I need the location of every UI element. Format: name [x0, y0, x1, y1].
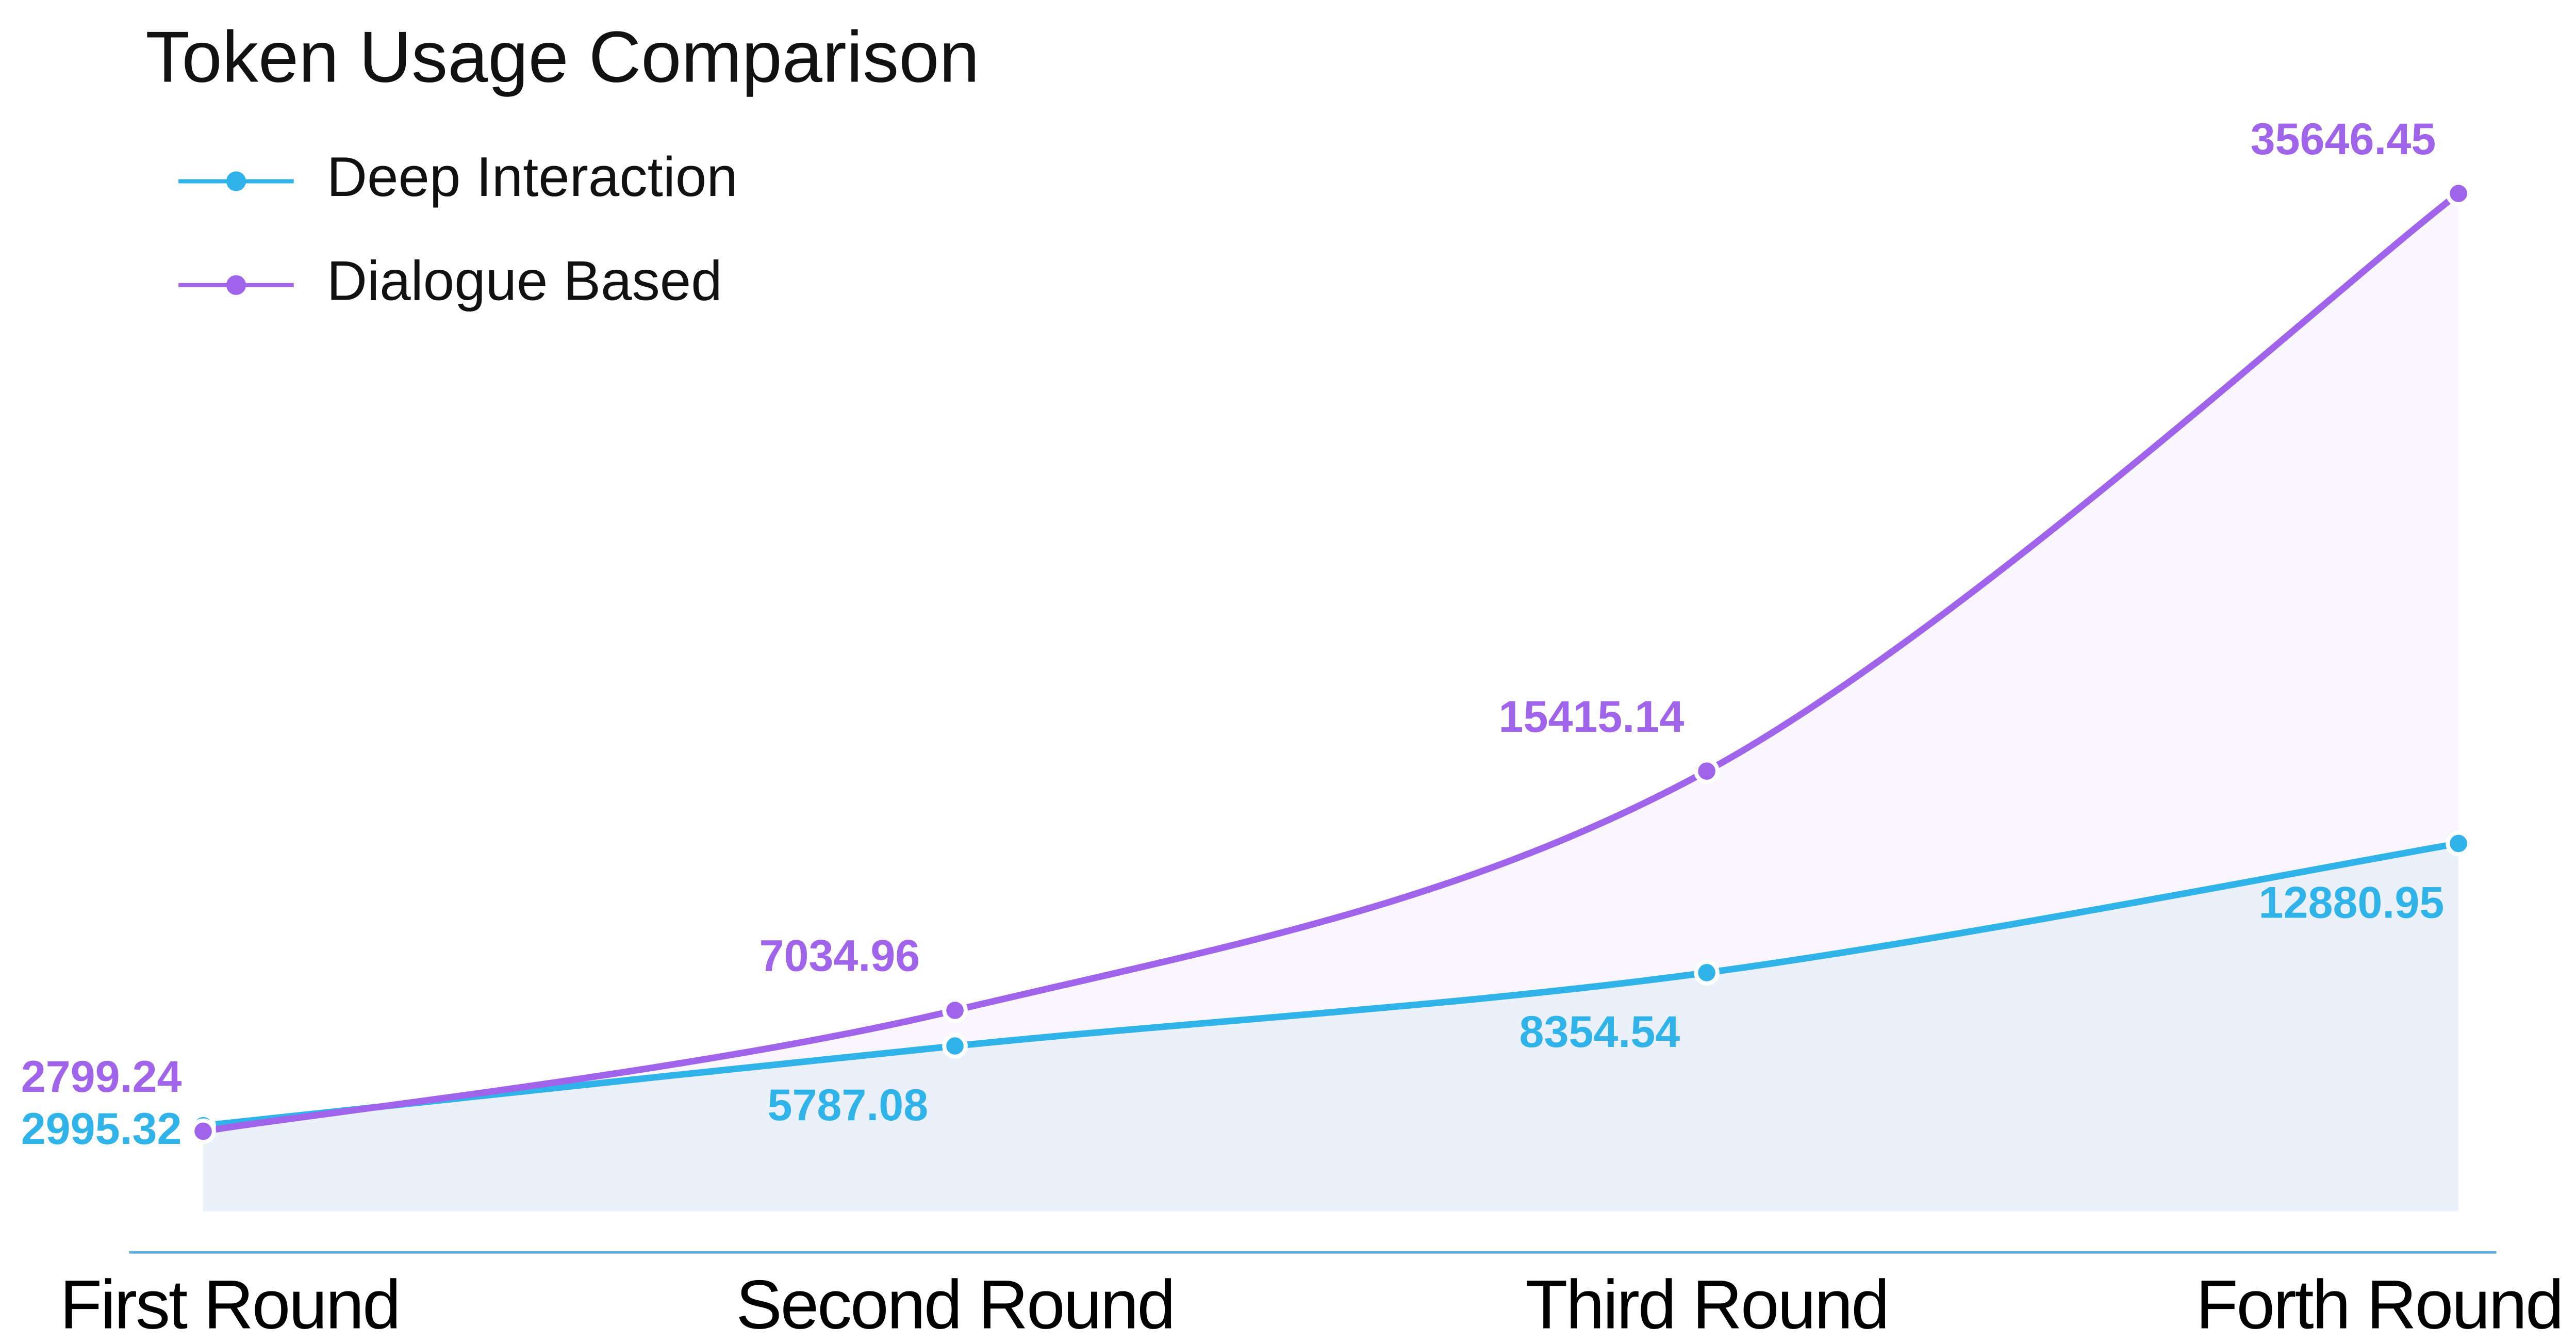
- x-tick-label: First Round: [60, 1267, 399, 1343]
- x-tick-label: Third Round: [1525, 1267, 1888, 1343]
- data-label: 2799.24: [21, 1052, 182, 1102]
- line: [203, 840, 2459, 1129]
- area: [203, 843, 2459, 1211]
- legend-marker: [226, 171, 246, 191]
- data-label: 15415.14: [1499, 692, 1685, 742]
- data-label: 12880.95: [2259, 878, 2445, 928]
- data-label: 5787.08: [767, 1080, 928, 1130]
- areas: [203, 193, 2459, 1211]
- data-label: 35646.45: [2251, 114, 2436, 164]
- data-point: [942, 1033, 968, 1059]
- data-point: [942, 997, 968, 1023]
- x-tick-label: Second Round: [736, 1267, 1174, 1343]
- data-point: [1694, 758, 1720, 784]
- data-label: 8354.54: [1520, 1007, 1680, 1057]
- labels: 2995.32 5787.08 8354.54 12880.95 2799.24 7034…: [21, 114, 2445, 1154]
- data-label: 7034.96: [759, 931, 920, 981]
- points: [190, 181, 2471, 1144]
- line: [203, 191, 2461, 1135]
- lines: [203, 191, 2461, 1135]
- data-point: [2446, 830, 2471, 857]
- data-point: [190, 1118, 216, 1144]
- data-label: 2995.32: [21, 1104, 182, 1154]
- legend-marker: [226, 275, 246, 295]
- legend-label: Dialogue Based: [327, 250, 722, 312]
- data-point: [1694, 960, 1720, 986]
- legend-label: Deep Interaction: [327, 146, 738, 208]
- chart-title: Token Usage Comparison: [145, 17, 979, 97]
- data-point: [2446, 181, 2471, 206]
- x-tick-label: Forth Round: [2196, 1267, 2563, 1343]
